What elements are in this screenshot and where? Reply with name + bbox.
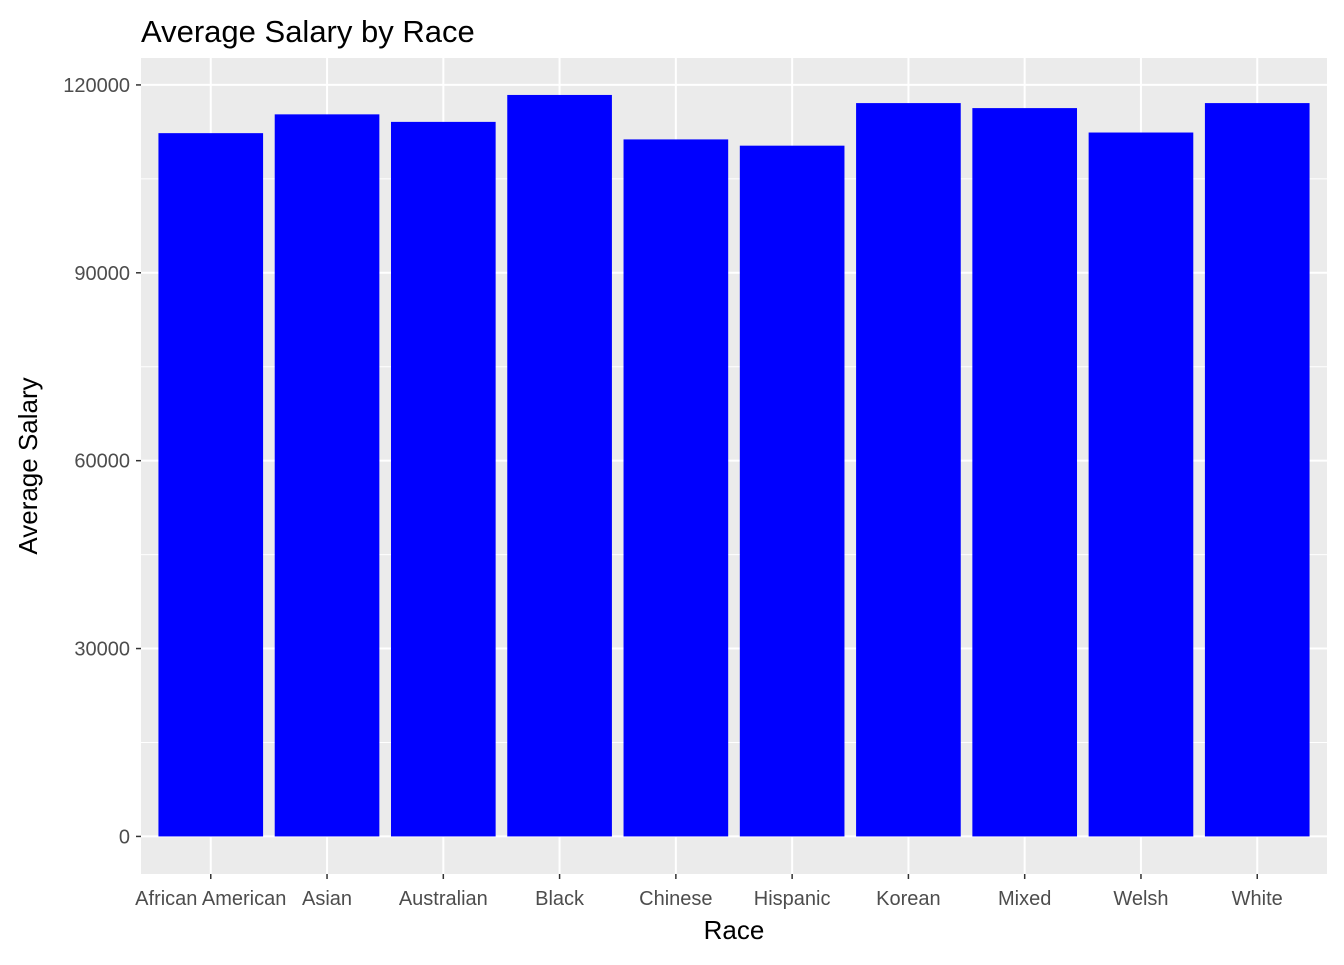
bar: [274, 114, 380, 837]
x-tick-label: Mixed: [998, 888, 1051, 910]
bar: [739, 145, 845, 837]
bar: [1088, 132, 1194, 837]
y-axis: 0 30000 60000 90000 120000: [63, 75, 141, 848]
bar: [507, 94, 612, 837]
chart-title: Average Salary by Race: [141, 14, 475, 49]
y-tick-label: 30000: [74, 639, 130, 661]
x-axis-title: Race: [704, 915, 765, 945]
x-tick-label: Chinese: [639, 888, 712, 910]
x-tick-label: Asian: [302, 888, 352, 910]
bars: [158, 94, 1310, 837]
x-tick-label: Welsh: [1113, 888, 1168, 910]
x-axis: African American Asian Australian Black Chin…: [135, 874, 1283, 910]
y-tick-label: 60000: [74, 451, 130, 473]
y-tick-label: 0: [119, 826, 130, 848]
bar: [1204, 103, 1310, 837]
x-tick-label: White: [1232, 888, 1283, 910]
x-tick-label: Hispanic: [754, 888, 831, 910]
bar: [856, 103, 961, 837]
y-tick-label: 90000: [74, 263, 130, 285]
y-axis-title: Average Salary: [13, 377, 43, 554]
x-tick-label: Black: [535, 888, 585, 910]
bar: [623, 139, 729, 837]
bar: [390, 121, 496, 837]
y-tick-label: 120000: [63, 75, 130, 97]
x-tick-label: Korean: [876, 888, 941, 910]
x-tick-label: Australian: [399, 888, 488, 910]
bar: [158, 133, 264, 837]
bar: [972, 108, 1078, 837]
x-tick-label: African American: [135, 888, 286, 910]
